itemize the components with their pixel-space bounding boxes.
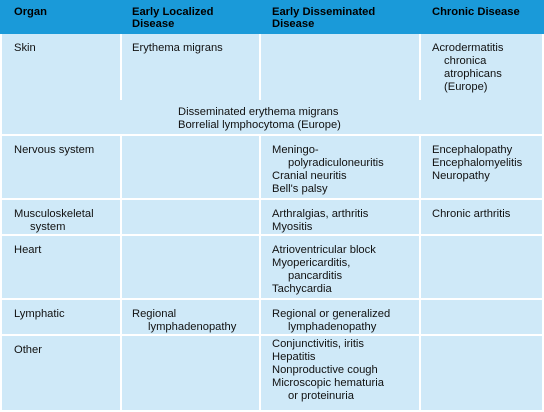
cell-organ: Other xyxy=(14,344,42,356)
column-divider xyxy=(259,136,261,412)
column-divider xyxy=(419,34,421,100)
header-organ: Organ xyxy=(14,6,47,18)
cell-chronic: Encephalopathy Encephalomyelitis Neuropa… xyxy=(432,144,523,182)
row-divider xyxy=(0,334,544,336)
cell-organ: Skin xyxy=(14,42,36,54)
table-row-other: Other Conjunctivitis, iritis Hepatitis N… xyxy=(0,336,544,412)
cell-disseminated: Atrioventricular block Myopericarditis, … xyxy=(272,244,376,295)
header-early-localized-line2: Disease xyxy=(132,18,175,30)
row-divider xyxy=(0,234,544,236)
header-early-localized-line1: Early Localized xyxy=(132,6,214,18)
table-row-musculoskeletal: Musculoskeletal system Arthralgias, arth… xyxy=(0,200,544,234)
cell-organ: Heart xyxy=(14,244,42,256)
row-divider xyxy=(0,198,544,200)
row-divider xyxy=(0,134,544,136)
cell-chronic: Acrodermatitis chronica atrophicans (Eur… xyxy=(432,42,504,93)
cell-organ: Nervous system xyxy=(14,144,95,156)
header-early-disseminated-line2: Disease xyxy=(272,18,315,30)
table-left-border xyxy=(0,34,2,412)
column-divider xyxy=(120,34,122,100)
cell-localized: Regional lymphadenopathy xyxy=(132,308,237,333)
table-header: Organ Early Localized Disease Early Diss… xyxy=(0,0,544,34)
table-row-lymphatic: Lymphatic Regional lymphadenopathy Regio… xyxy=(0,300,544,334)
cell-disseminated: Arthralgias, arthritis Myositis xyxy=(272,208,369,233)
table-row-nervous: Nervous system Meningo- polyradiculoneur… xyxy=(0,136,544,198)
header-early-disseminated-line1: Early Disseminated xyxy=(272,6,376,18)
cell-chronic: Chronic arthritis xyxy=(432,208,511,220)
cell-localized: Erythema migrans xyxy=(132,42,223,54)
row-divider xyxy=(0,298,544,300)
table-row-heart: Heart Atrioventricular block Myopericard… xyxy=(0,236,544,298)
table-row-skin: Skin Erythema migrans Acrodermatitis chr… xyxy=(0,34,544,134)
header-early-disseminated: Early Disseminated Disease xyxy=(272,6,375,30)
header-chronic: Chronic Disease xyxy=(432,6,520,18)
cell-spanning-skin: Disseminated erythema migrans Borrelial … xyxy=(178,106,341,131)
column-divider xyxy=(259,34,261,100)
table-bottom-border xyxy=(0,410,544,412)
cell-disseminated: Conjunctivitis, iritis Hepatitis Nonprod… xyxy=(272,338,384,402)
header-early-localized: Early Localized Disease xyxy=(132,6,213,30)
cell-disseminated: Meningo- polyradiculoneuritis Cranial ne… xyxy=(272,144,384,195)
cell-organ: Musculoskeletal system xyxy=(14,208,94,233)
column-divider xyxy=(419,136,421,412)
cell-disseminated: Regional or generalized lymphadenopathy xyxy=(272,308,391,333)
column-divider xyxy=(120,136,122,412)
cell-organ: Lymphatic xyxy=(14,308,65,320)
table-right-border xyxy=(542,34,544,412)
